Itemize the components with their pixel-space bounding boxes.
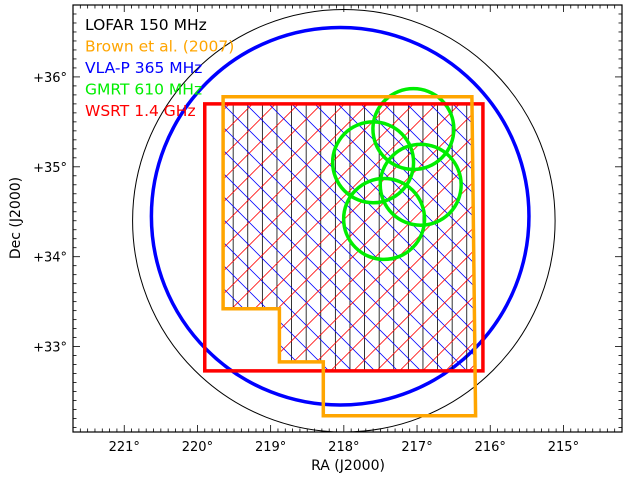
hatch-line-red [508, 67, 625, 401]
hatch-line-blue [223, 103, 360, 371]
plot-area [132, 9, 625, 432]
hatch-line-red [461, 103, 476, 371]
x-tick-label: 218° [328, 440, 359, 455]
hatch-line-blue [300, 103, 476, 371]
y-tick-label: +34° [33, 251, 67, 266]
hatch-line-red [577, 67, 625, 401]
x-tick-label: 221° [109, 440, 140, 455]
axes-frame [72, 4, 623, 433]
x-tick-label: 215° [548, 440, 579, 455]
hatch-line-blue [346, 103, 476, 371]
hatch-line-red [369, 103, 476, 371]
hatch-line-red [223, 103, 383, 371]
hatch-line-blue [392, 103, 476, 371]
legend-entry: Brown et al. (2007) [85, 38, 234, 56]
legend-entry: GMRT 610 MHz [85, 81, 202, 99]
hatch-line-red [346, 103, 476, 371]
hatch-line-blue [223, 103, 476, 371]
hatch-line-blue [223, 103, 476, 371]
hatch-line-blue [223, 103, 475, 371]
hatch-line-red [600, 67, 625, 401]
hatch-line-blue [223, 103, 406, 371]
hatch-line-blue [223, 103, 429, 371]
hatch-line-red [223, 103, 337, 371]
legend: LOFAR 150 MHz Brown et al. (2007) VLA-P 36… [85, 16, 234, 120]
hatch-line-blue [277, 103, 476, 371]
hatch-line-blue [223, 103, 383, 371]
hatch-line-red [223, 103, 360, 371]
y-tick-label: +33° [33, 341, 67, 356]
hatch-line-red [531, 67, 625, 401]
legend-entry: LOFAR 150 MHz [85, 16, 207, 34]
legend-entry: VLA-P 365 MHz [85, 59, 202, 77]
y-axis-label: Dec (J2000) [8, 177, 24, 259]
hatch-line-red [323, 103, 476, 371]
legend-entry: WSRT 1.4 GHz [85, 102, 196, 120]
hatch-line-blue [223, 103, 452, 371]
axis-ticks: 221° 220° 219° 218° 217° 216° 215° +33° +34° +35°… [33, 4, 623, 455]
hatch-line-red [300, 103, 476, 371]
x-tick-label: 220° [182, 440, 213, 455]
hatch-line-blue [577, 67, 625, 401]
hatch-line-red [223, 103, 314, 371]
hatch-line-blue [223, 103, 476, 371]
gmrt-circle-2 [330, 120, 416, 205]
gmrt-circle-4 [341, 176, 427, 262]
hatch-line-red [554, 67, 625, 401]
hatch-line-blue [231, 103, 476, 371]
brown-footprint [221, 94, 478, 418]
hatch-line-red [223, 103, 291, 371]
x-tick-label: 216° [475, 440, 506, 455]
hatch-line-blue [508, 67, 625, 401]
hatch-line-red [415, 103, 476, 371]
wsrt-rectangle [203, 102, 485, 373]
gmrt-circle-3 [378, 142, 463, 227]
y-tick-label: +35° [33, 161, 67, 176]
hatch-line-blue [461, 103, 476, 371]
hatch-line-red [392, 103, 476, 371]
hatch-line-blue [369, 103, 476, 371]
x-axis-label: RA (J2000) [311, 458, 385, 474]
y-tick-label: +36° [33, 71, 67, 86]
hatch-line-blue [531, 67, 625, 401]
x-tick-label: 219° [255, 440, 286, 455]
hatch-line-blue [554, 67, 625, 401]
hatch-line-blue [600, 67, 625, 401]
x-tick-label: 217° [401, 440, 432, 455]
vla-circle [149, 25, 531, 407]
